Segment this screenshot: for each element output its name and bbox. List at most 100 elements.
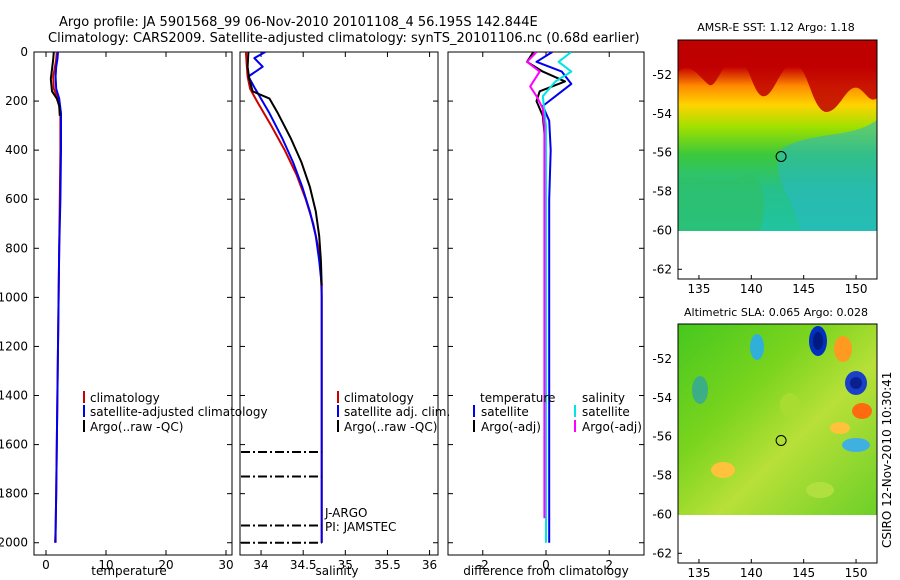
map-y-tick-label: -52 [652,352,672,366]
map-y-tick-label: -56 [652,430,672,444]
sst-argo-marker [775,151,787,162]
salinity-axes [239,51,439,556]
series-line-temperature-satellite [535,52,573,543]
map-x-tick-label: 150 [845,566,868,580]
difference-xlabel: difference from climatology [463,564,629,578]
csiro-timestamp: CSIRO 12-Nov-2010 10:30:41 [880,372,894,548]
difference-legend: temperature satellite Argo(-adj) salinit… [473,391,642,434]
legend-label-temp-argo: Argo(-adj) [481,420,541,434]
legend-title-salinity: salinity [582,391,625,405]
temperature-series-layer [49,52,62,543]
salinity-legend: climatology satellite adj. clim. Argo(..… [337,391,450,434]
y-tick-label: 2000 [0,536,28,550]
sla-high-eddy [830,422,850,434]
y-tick-label: 800 [5,241,28,255]
x-tick-label: 30 [218,558,233,572]
series-line-argo [246,52,323,286]
y-tick-label: 200 [5,94,28,108]
map-y-tick-label: -62 [652,546,672,560]
series-line-salinity-argo-adj- [526,52,546,519]
map-y-tick-label: -60 [652,507,672,521]
x-tick-label: 35 [338,558,353,572]
legend-label-sal-argo: Argo(-adj) [582,420,642,434]
sst-mid-patch [678,174,765,231]
map-x-tick-label: 145 [792,282,815,296]
figure-title-line1: Argo profile: JA 5901568_99 06-Nov-2010 … [59,15,538,30]
series-line-salinity-satellite [541,52,573,543]
legend-label-temp-satellite: satellite [481,405,529,419]
x-tick-label: 0 [42,558,50,572]
annotation-j-argo: J-ARGO [324,506,367,520]
map-y-tick-label: -52 [652,68,672,82]
map-y-tick-label: -54 [652,391,672,405]
map-x-tick-label: 135 [687,566,710,580]
map-x-tick-label: 145 [792,566,815,580]
legend-title-temperature: temperature [480,391,555,405]
sla-low-eddy [692,376,708,404]
sst-warm-front [678,40,877,112]
sst-cold-patch [777,120,877,231]
x-tick-label: -2 [477,558,489,572]
y-tick-label: 1400 [0,389,28,403]
temperature-xlabel: temperature [91,564,166,578]
y-tick-label: 0 [20,45,28,59]
map-y-tick-label: -58 [652,185,672,199]
y-tick-label: 600 [5,192,28,206]
sla-mid-patch [780,393,800,417]
sla-map-field [678,324,877,515]
sst-map-title: AMSR-E SST: 1.12 Argo: 1.18 [697,21,855,34]
map-y-tick-label: -62 [652,262,672,276]
x-tick-label: 34.5 [290,558,317,572]
legend-label-argo: Argo(..raw -QC) [344,420,437,434]
legend-label-argo: Argo(..raw -QC) [90,420,183,434]
figure-title-line2: Climatology: CARS2009. Satellite-adjuste… [48,31,640,46]
sst-map-field [678,40,877,231]
series-line-satellite [247,52,323,543]
legend-label-satellite: satellite adj. clim. [344,405,450,419]
sla-mid-patch [806,482,834,498]
map-y-tick-label: -60 [652,223,672,237]
x-tick-label: 2 [605,558,613,572]
sla-argo-marker [775,435,787,446]
y-tick-label: 400 [5,143,28,157]
y-tick-label: 1600 [0,438,28,452]
x-tick-label: 34 [253,558,268,572]
legend-label-climatology: climatology [90,391,160,405]
sla-low-eddy-core [813,332,823,350]
map-y-tick-label: -58 [652,469,672,483]
salinity-xlabel: salinity [315,564,358,578]
sla-map-axes [677,323,878,564]
sla-low-eddy-core [850,377,862,389]
sst-map-axes [677,39,878,280]
legend-label-sal-satellite: satellite [582,405,630,419]
series-line-argo [49,52,61,116]
sla-high-eddy [711,462,735,478]
legend-label-climatology: climatology [344,391,414,405]
sla-low-eddy [750,334,764,360]
legend-label-satellite: satellite-adjusted climatology [90,405,268,419]
sla-low-eddy [842,438,870,452]
map-y-tick-label: -54 [652,107,672,121]
x-tick-label: 35.5 [374,558,401,572]
map-x-tick-label: 150 [845,282,868,296]
sla-high-eddy [852,403,872,419]
map-y-tick-label: -56 [652,146,672,160]
difference-series-layer [526,52,573,543]
map-x-tick-label: 140 [740,282,763,296]
series-line-satellite [54,52,62,543]
x-tick-label: 36 [422,558,437,572]
x-tick-label: 20 [158,558,173,572]
temperature-legend: climatology satellite-adjusted climatolo… [83,391,268,434]
y-tick-label: 1800 [0,487,28,501]
tick-layer: 0 10 20 30020040060080010001200140016001800… [0,45,868,580]
sla-high-eddy [834,336,852,362]
sla-map-title: Altimetric SLA: 0.065 Argo: 0.028 [684,306,868,319]
temperature-axes [33,51,233,556]
map-x-tick-label: 135 [687,282,710,296]
y-tick-label: 1200 [0,339,28,353]
x-tick-label: 10 [98,558,113,572]
salinity-series-layer [241,52,323,544]
y-tick-label: 1000 [0,290,28,304]
annotation-pi-jamstec: PI: JAMSTEC [325,520,396,534]
x-tick-label: 0 [542,558,550,572]
